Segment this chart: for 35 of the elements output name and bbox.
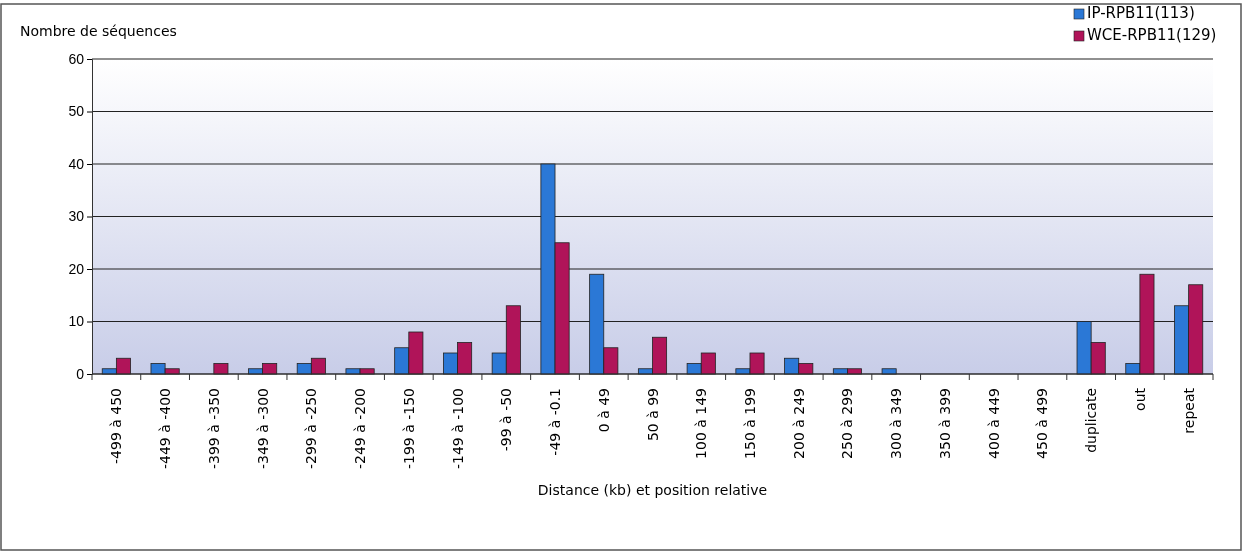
x-tick-label: 100 à 149 <box>693 388 710 459</box>
x-tick-label: repeat <box>1180 387 1197 434</box>
x-tick-label: -249 à -200 <box>352 388 369 470</box>
x-tick-label: -99 à -50 <box>498 388 515 452</box>
y-tick-label: 60 <box>68 50 85 67</box>
y-tick-label: 40 <box>68 155 85 172</box>
y-tick-label: 30 <box>68 208 85 225</box>
x-tick-label: out <box>1131 387 1148 411</box>
y-axis-title: Nombre de séquences <box>20 23 177 39</box>
y-tick-label: 50 <box>68 103 85 120</box>
x-tick-label: -499 à 450 <box>108 388 125 464</box>
x-tick-label: 400 à 449 <box>985 388 1002 459</box>
x-tick-label: -49 à -0.1 <box>547 388 564 456</box>
y-tick-label: 0 <box>76 365 85 382</box>
x-tick-label: -299 à -250 <box>303 388 320 470</box>
y-tick-label: 10 <box>68 313 85 330</box>
x-tick-label: 200 à 249 <box>790 388 807 459</box>
legend-label: WCE-RPB11(129) <box>1087 26 1217 44</box>
x-tick-label: -449 à -400 <box>157 388 174 470</box>
x-tick-label: 0 à 49 <box>595 388 612 433</box>
x-tick-label: duplicate <box>1083 388 1100 453</box>
y-tick-label: 20 <box>68 260 85 277</box>
x-tick-label: -199 à -150 <box>400 388 417 470</box>
x-tick-label: -149 à -100 <box>449 388 466 470</box>
x-tick-label: -399 à -350 <box>205 388 222 470</box>
bar <box>213 363 229 375</box>
x-tick-label: 250 à 299 <box>839 388 856 459</box>
legend-label: IP-RPB11(113) <box>1087 4 1195 22</box>
x-tick-label: 50 à 99 <box>644 388 661 442</box>
x-tick-label: 350 à 399 <box>936 388 953 459</box>
x-tick-label: 150 à 199 <box>741 388 758 459</box>
x-axis-title: Distance (kb) et position relative <box>537 482 768 498</box>
x-tick-label: 300 à 349 <box>888 388 905 459</box>
x-tick-label: 450 à 499 <box>1034 388 1051 459</box>
x-tick-label: -349 à -300 <box>254 388 271 470</box>
